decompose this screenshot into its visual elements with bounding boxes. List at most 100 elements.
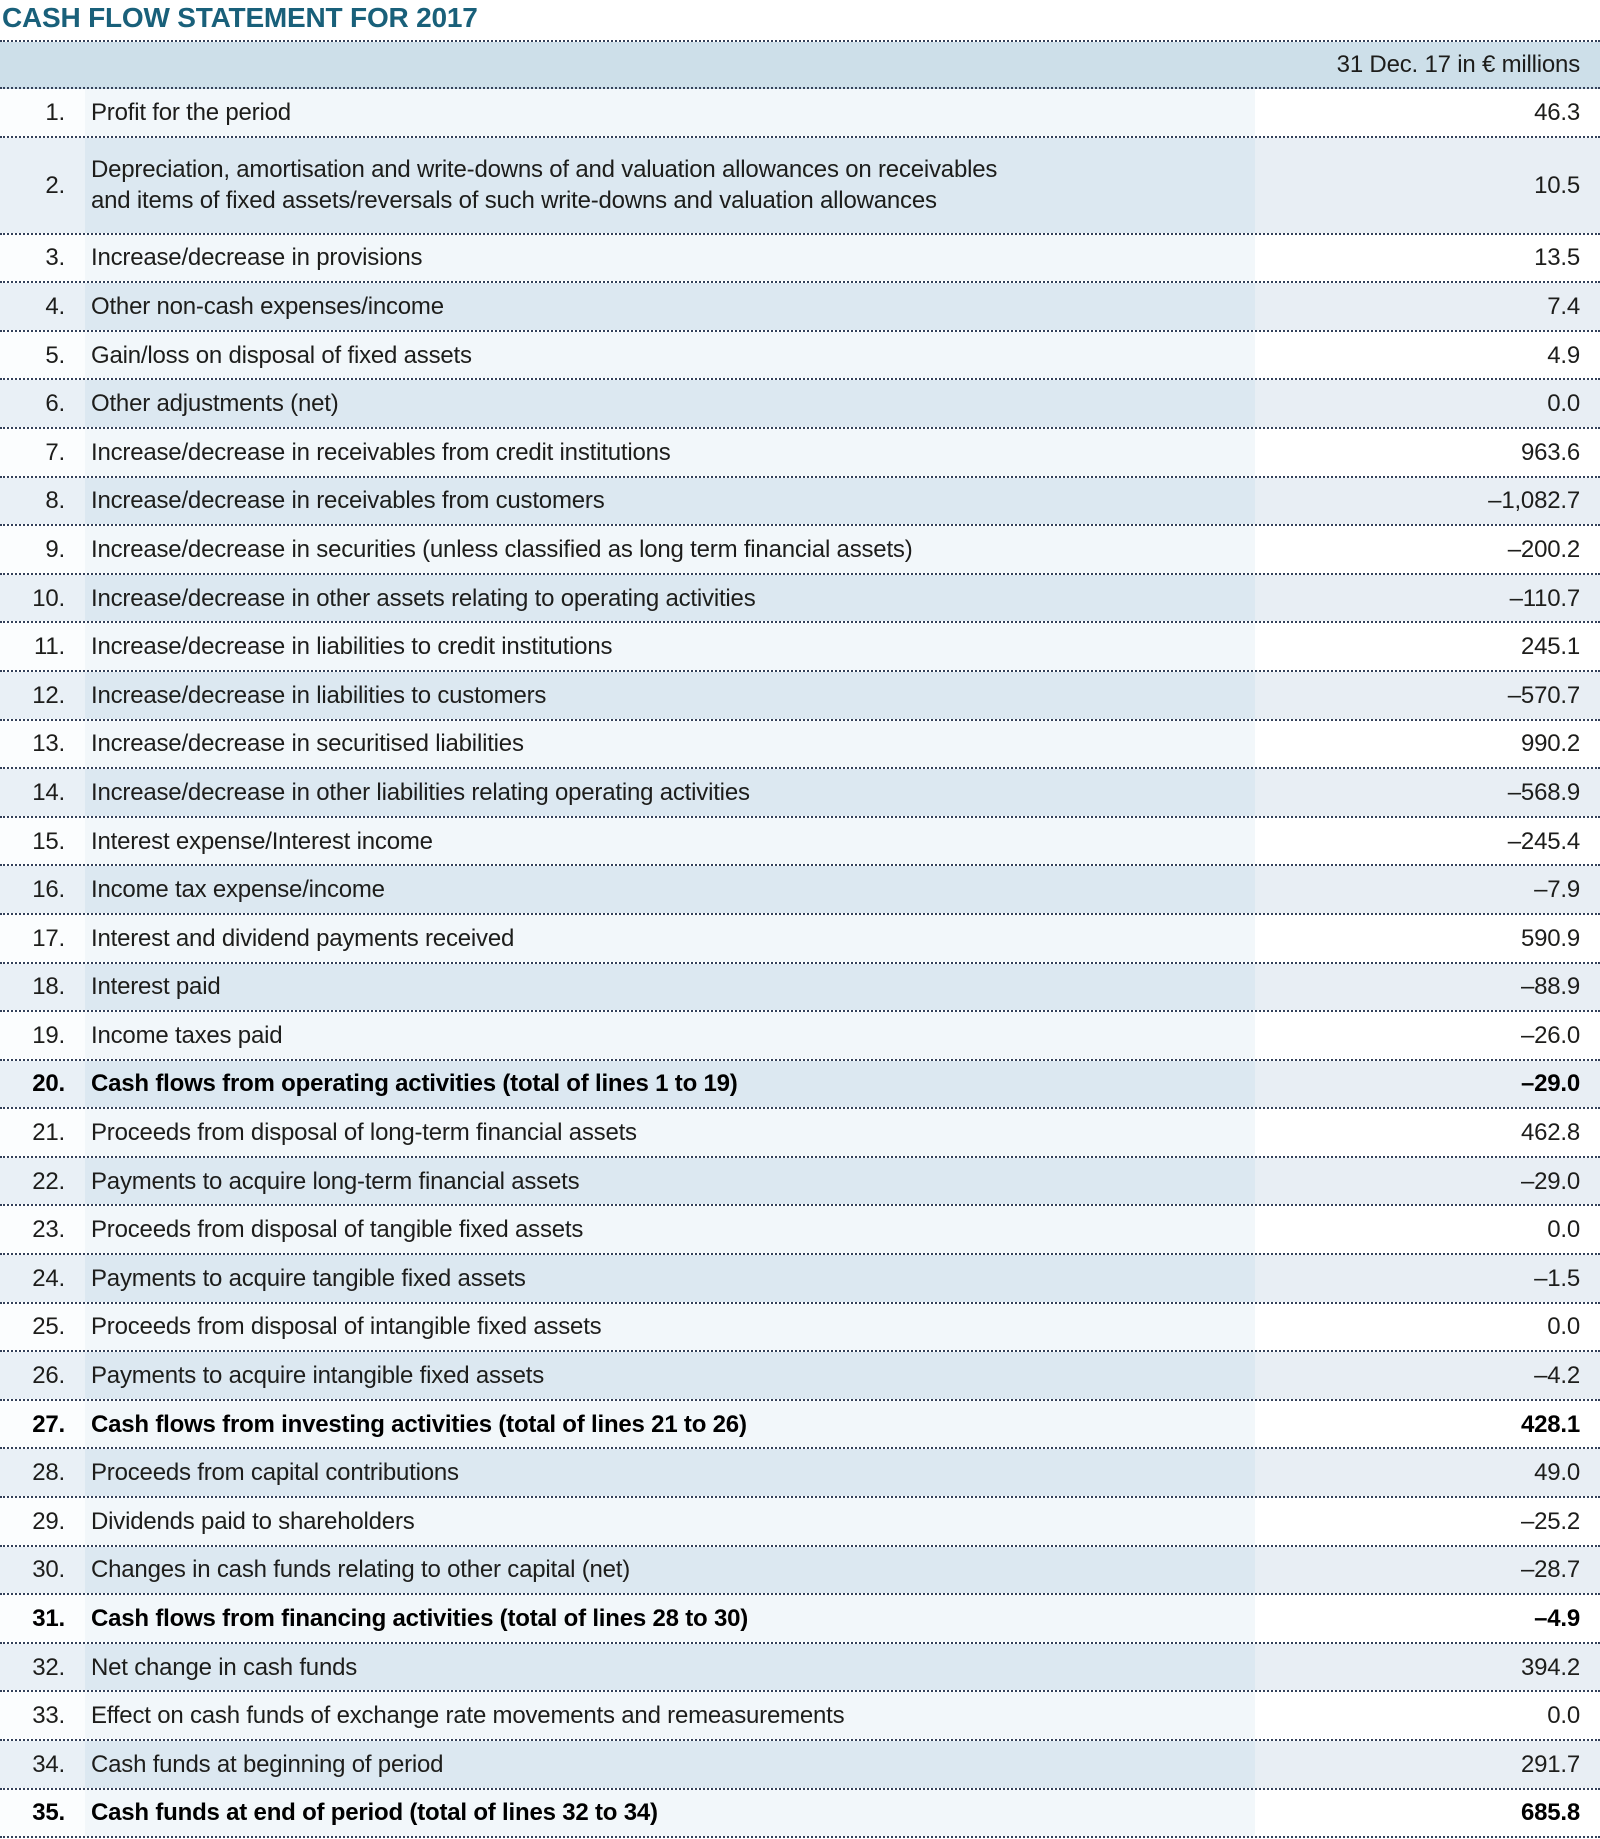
row-value: –245.4 xyxy=(1255,817,1600,865)
row-value: 291.7 xyxy=(1255,1741,1600,1788)
row-number: 30. xyxy=(0,1546,85,1594)
cash-flow-table: 31 Dec. 17 in € millions 1. Profit for t… xyxy=(0,40,1600,1839)
row-number: 25. xyxy=(0,1303,85,1351)
table-row: 30. Changes in cash funds relating to ot… xyxy=(0,1546,1600,1596)
row-label: Profit for the period xyxy=(85,89,1255,136)
row-label: Interest expense/Interest income xyxy=(85,817,1255,865)
row-value: 4.9 xyxy=(1255,331,1600,379)
row-value: 46.3 xyxy=(1255,89,1600,136)
table-row: 1. Profit for the period 46.3 xyxy=(0,89,1600,138)
table-row: 28. Proceeds from capital contributions … xyxy=(0,1449,1600,1499)
row-number: 28. xyxy=(0,1449,85,1497)
row-number: 16. xyxy=(0,866,85,913)
row-value: 7.4 xyxy=(1255,283,1600,330)
row-value: 990.2 xyxy=(1255,720,1600,768)
row-value: –568.9 xyxy=(1255,769,1600,816)
row-number: 12. xyxy=(0,671,85,719)
row-number: 8. xyxy=(0,477,85,525)
table-row: 3. Increase/decrease in provisions 13.5 xyxy=(0,234,1600,284)
row-label: Net change in cash funds xyxy=(85,1643,1255,1691)
table-row: 17. Interest and dividend payments recei… xyxy=(0,914,1600,964)
table-row: 5. Gain/loss on disposal of fixed assets… xyxy=(0,331,1600,381)
row-number: 11. xyxy=(0,623,85,670)
row-number: 15. xyxy=(0,817,85,865)
row-number: 22. xyxy=(0,1157,85,1205)
row-value: –110.7 xyxy=(1255,574,1600,622)
table-row: 16. Income tax expense/income –7.9 xyxy=(0,866,1600,915)
row-number: 18. xyxy=(0,963,85,1011)
row-label: Payments to acquire intangible fixed ass… xyxy=(85,1352,1255,1399)
row-label: Increase/decrease in other liabilities r… xyxy=(85,769,1255,816)
row-label: Increase/decrease in liabilities to cust… xyxy=(85,671,1255,719)
row-label: Increase/decrease in liabilities to cred… xyxy=(85,623,1255,670)
row-value: 685.8 xyxy=(1255,1789,1600,1837)
row-value: –25.2 xyxy=(1255,1498,1600,1545)
table-row: 14. Increase/decrease in other liabiliti… xyxy=(0,769,1600,818)
row-number: 14. xyxy=(0,769,85,816)
row-number: 31. xyxy=(0,1595,85,1642)
table-row: 27. Cash flows from investing activities… xyxy=(0,1400,1600,1450)
row-number: 32. xyxy=(0,1643,85,1691)
table-row: 12. Increase/decrease in liabilities to … xyxy=(0,671,1600,721)
table-row: 22. Payments to acquire long-term financ… xyxy=(0,1157,1600,1207)
row-label: Dividends paid to shareholders xyxy=(85,1498,1255,1545)
row-number: 6. xyxy=(0,380,85,427)
row-number: 4. xyxy=(0,283,85,330)
row-number: 35. xyxy=(0,1789,85,1837)
row-value: 13.5 xyxy=(1255,234,1600,282)
row-value: 428.1 xyxy=(1255,1400,1600,1448)
row-number: 24. xyxy=(0,1255,85,1302)
row-number: 33. xyxy=(0,1692,85,1739)
table-row: 6. Other adjustments (net) 0.0 xyxy=(0,380,1600,429)
row-label: Income tax expense/income xyxy=(85,866,1255,913)
row-label: Increase/decrease in securities (unless … xyxy=(85,526,1255,573)
table-row: 29. Dividends paid to shareholders –25.2 xyxy=(0,1498,1600,1547)
table-row: 2. Depreciation, amortisation and write-… xyxy=(0,137,1600,235)
row-number: 2. xyxy=(0,137,85,233)
row-value: 590.9 xyxy=(1255,914,1600,962)
table-row: 20. Cash flows from operating activities… xyxy=(0,1060,1600,1110)
row-number: 13. xyxy=(0,720,85,768)
table-row: 9. Increase/decrease in securities (unle… xyxy=(0,526,1600,575)
row-label: Depreciation, amortisation and write-dow… xyxy=(85,137,1255,233)
row-label: Increase/decrease in receivables from cu… xyxy=(85,477,1255,525)
row-value: –4.2 xyxy=(1255,1352,1600,1399)
row-label: Proceeds from capital contributions xyxy=(85,1449,1255,1497)
row-value: 10.5 xyxy=(1255,137,1600,233)
row-label: Interest and dividend payments received xyxy=(85,914,1255,962)
table-row: 18. Interest paid –88.9 xyxy=(0,963,1600,1013)
row-label: Cash funds at beginning of period xyxy=(85,1741,1255,1788)
row-value: –1.5 xyxy=(1255,1255,1600,1302)
row-label: Proceeds from disposal of tangible fixed… xyxy=(85,1206,1255,1254)
row-number: 23. xyxy=(0,1206,85,1254)
table-row: 4. Other non-cash expenses/income 7.4 xyxy=(0,283,1600,332)
row-value: –29.0 xyxy=(1255,1157,1600,1205)
row-number: 29. xyxy=(0,1498,85,1545)
row-value: –28.7 xyxy=(1255,1546,1600,1594)
row-value: 49.0 xyxy=(1255,1449,1600,1497)
row-number: 26. xyxy=(0,1352,85,1399)
row-label: Increase/decrease in securitised liabili… xyxy=(85,720,1255,768)
table-body: 1. Profit for the period 46.3 2. Depreci… xyxy=(0,89,1600,1839)
table-header-row: 31 Dec. 17 in € millions xyxy=(0,42,1600,89)
table-row: 35. Cash funds at end of period (total o… xyxy=(0,1789,1600,1839)
row-value: 245.1 xyxy=(1255,623,1600,670)
row-value: –4.9 xyxy=(1255,1595,1600,1642)
row-label: Interest paid xyxy=(85,963,1255,1011)
row-value: 394.2 xyxy=(1255,1643,1600,1691)
row-label: Increase/decrease in receivables from cr… xyxy=(85,428,1255,476)
row-number: 5. xyxy=(0,331,85,379)
row-label: Other non-cash expenses/income xyxy=(85,283,1255,330)
row-label: Proceeds from disposal of long-term fina… xyxy=(85,1109,1255,1156)
table-row: 19. Income taxes paid –26.0 xyxy=(0,1012,1600,1061)
row-value: 0.0 xyxy=(1255,1303,1600,1351)
table-row: 10. Increase/decrease in other assets re… xyxy=(0,574,1600,624)
row-value: 0.0 xyxy=(1255,1206,1600,1254)
row-label: Increase/decrease in provisions xyxy=(85,234,1255,282)
row-value: 0.0 xyxy=(1255,380,1600,427)
row-value: –1,082.7 xyxy=(1255,477,1600,525)
row-value: 0.0 xyxy=(1255,1692,1600,1739)
row-label: Cash funds at end of period (total of li… xyxy=(85,1789,1255,1837)
row-label: Effect on cash funds of exchange rate mo… xyxy=(85,1692,1255,1739)
